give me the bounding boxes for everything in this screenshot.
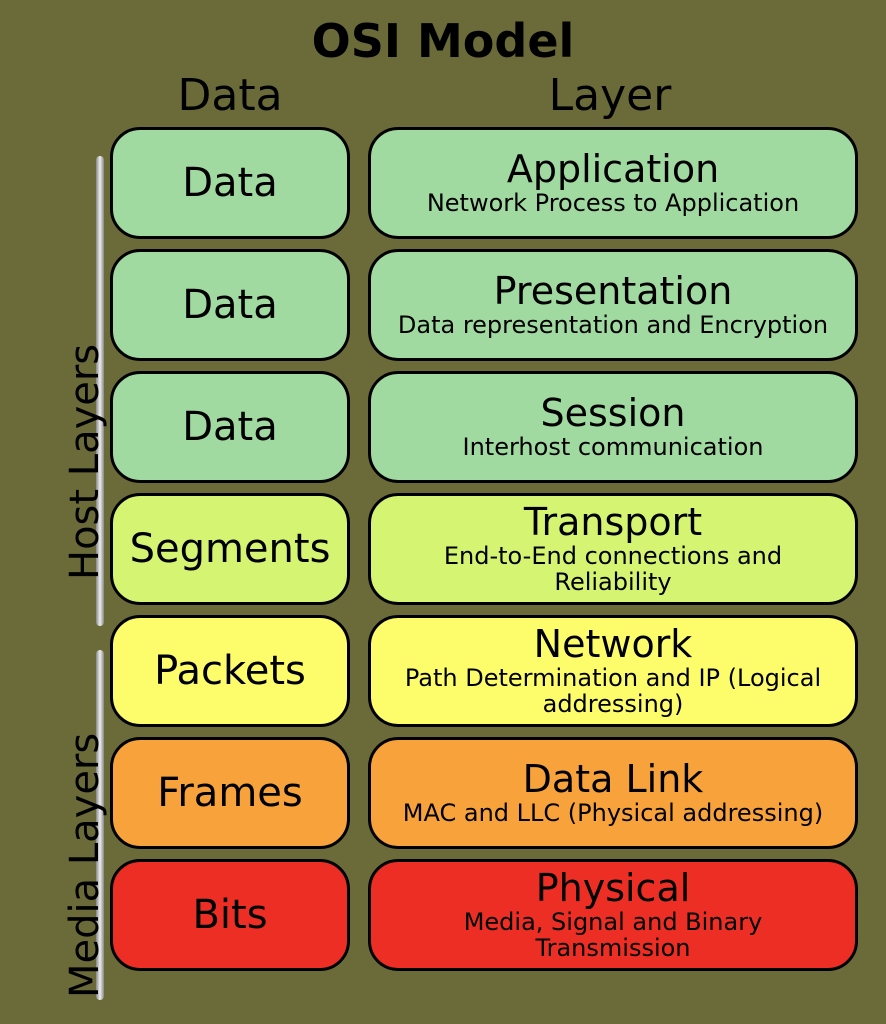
layer-name: Session xyxy=(541,394,686,432)
layer-description: Interhost communication xyxy=(463,434,764,460)
layer-pill: SessionInterhost communication xyxy=(368,371,858,483)
layer-pill: ApplicationNetwork Process to Applicatio… xyxy=(368,127,858,239)
layer-description: MAC and LLC (Physical addressing) xyxy=(403,800,823,826)
data-pill: Packets xyxy=(110,615,350,727)
layer-name: Physical xyxy=(536,869,691,907)
layer-pill: Data LinkMAC and LLC (Physical addressin… xyxy=(368,737,858,849)
data-unit-label: Data xyxy=(182,404,278,450)
layer-row: Bits PhysicalMedia, Signal and Binary Tra… xyxy=(110,859,886,971)
layer-name: Data Link xyxy=(523,760,704,798)
layer-name: Application xyxy=(507,150,719,188)
layer-pill: NetworkPath Determination and IP (Logica… xyxy=(368,615,858,727)
data-pill: Frames xyxy=(110,737,350,849)
layer-row: Packets NetworkPath Determination and IP … xyxy=(110,615,886,727)
data-unit-label: Data xyxy=(182,160,278,206)
layer-pill: PresentationData representation and Encr… xyxy=(368,249,858,361)
data-unit-label: Packets xyxy=(154,648,306,694)
group-label: Media Layers xyxy=(62,733,108,998)
column-headers: Data Layer xyxy=(110,70,886,121)
layer-name: Network xyxy=(534,625,693,663)
layer-description: Network Process to Application xyxy=(427,190,799,216)
diagram-title: OSI Model xyxy=(0,0,886,68)
data-pill: Data xyxy=(110,249,350,361)
layer-row: Data ApplicationNetwork Process to Applic… xyxy=(110,127,886,239)
data-pill: Segments xyxy=(110,493,350,605)
layer-row: Data PresentationData representation and … xyxy=(110,249,886,361)
data-pill: Bits xyxy=(110,859,350,971)
layer-description: End-to-End connections and Reliability xyxy=(385,543,841,596)
data-unit-label: Data xyxy=(182,282,278,328)
layer-row: Segments TransportEnd-to-End connections … xyxy=(110,493,886,605)
layer-row: Data SessionInterhost communication xyxy=(110,371,886,483)
layer-description: Media, Signal and Binary Transmission xyxy=(385,909,841,962)
layer-name: Presentation xyxy=(494,272,733,310)
layer-name: Transport xyxy=(524,503,702,541)
group-label: Host Layers xyxy=(62,344,108,580)
data-unit-label: Segments xyxy=(130,526,331,572)
layer-description: Data representation and Encryption xyxy=(398,312,828,338)
column-header-data: Data xyxy=(110,70,350,121)
data-unit-label: Frames xyxy=(157,770,302,816)
layer-pill: PhysicalMedia, Signal and Binary Transmi… xyxy=(368,859,858,971)
data-pill: Data xyxy=(110,371,350,483)
data-pill: Data xyxy=(110,127,350,239)
layer-pill: TransportEnd-to-End connections and Reli… xyxy=(368,493,858,605)
layer-row: Frames Data LinkMAC and LLC (Physical add… xyxy=(110,737,886,849)
layer-description: Path Determination and IP (Logical addre… xyxy=(385,665,841,718)
layer-rows: Data ApplicationNetwork Process to Applic… xyxy=(110,127,886,971)
data-unit-label: Bits xyxy=(192,892,267,938)
column-header-layer: Layer xyxy=(370,70,850,121)
